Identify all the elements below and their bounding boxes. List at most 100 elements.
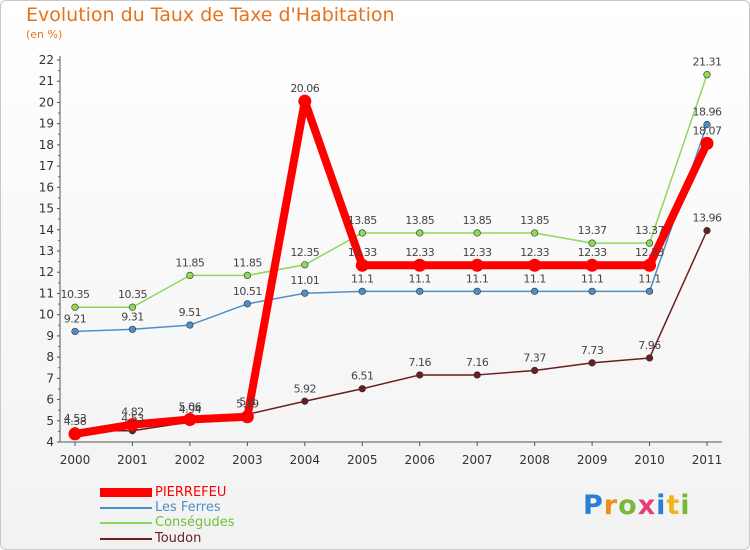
data-label: 6.51 (351, 370, 374, 383)
data-point (128, 303, 137, 311)
x-tick-label: 2009 (577, 453, 608, 467)
x-tick-label: 2004 (290, 453, 321, 467)
data-point (531, 287, 539, 295)
y-tick-label: 20 (39, 95, 54, 109)
y-tick-label: 9 (46, 329, 54, 343)
data-point (473, 229, 481, 237)
logo-letter: o (618, 490, 638, 521)
data-label: 11.1 (351, 272, 374, 285)
data-point (243, 300, 251, 308)
data-point (358, 385, 366, 393)
data-label: 7.37 (523, 351, 546, 364)
x-tick-label: 2007 (462, 453, 493, 467)
data-label: 7.16 (466, 356, 489, 369)
data-label: 18.96 (693, 106, 722, 119)
data-point (528, 258, 542, 272)
data-point (645, 239, 654, 247)
data-point (71, 303, 79, 311)
data-label: 4.38 (64, 415, 87, 428)
data-label: 7.73 (581, 344, 604, 357)
data-point (645, 287, 654, 295)
data-label: 11.01 (290, 274, 319, 287)
x-tick-label: 2008 (519, 453, 550, 467)
y-tick-label: 12 (39, 265, 54, 279)
data-label: 13.85 (348, 214, 377, 227)
data-point (68, 427, 82, 441)
data-point (358, 229, 366, 237)
data-point (470, 258, 484, 272)
data-point (703, 120, 711, 129)
logo-letter: r (603, 490, 619, 521)
series-line-2 (74, 73, 708, 308)
y-tick-label: 5 (46, 414, 54, 428)
chart-axes: 4 5 6 7 8 9 10 11 12 13 14 15 16 17 18 19 20 21 22 2000 2001… (39, 53, 723, 467)
data-point (240, 410, 254, 424)
data-point (183, 413, 197, 427)
data-label: 12.33 (405, 246, 434, 259)
y-tick-label: 4 (46, 435, 54, 449)
data-point (358, 287, 366, 295)
data-point (128, 325, 137, 333)
data-label: 12.33 (348, 246, 377, 259)
y-tick-label: 6 (46, 393, 54, 407)
data-label: 7.96 (638, 339, 661, 352)
y-tick-label: 11 (39, 286, 54, 300)
data-point (301, 397, 309, 405)
y-tick-label: 19 (39, 117, 54, 131)
data-label: 21.31 (693, 56, 722, 69)
data-label: 5.06 (179, 401, 202, 414)
data-label: 10.51 (233, 285, 262, 298)
data-point (588, 239, 596, 247)
data-point (186, 321, 194, 329)
data-label: 12.33 (635, 246, 664, 259)
data-label: 5.3 (239, 395, 255, 408)
legend-label: Conségudes (155, 515, 235, 530)
y-tick-label: 8 (46, 350, 54, 364)
x-tick-label: 2011 (692, 453, 723, 467)
x-tick-label: 2003 (232, 453, 263, 467)
x-tick-label: 2000 (60, 453, 91, 467)
data-label: 11.1 (523, 272, 546, 285)
y-tick-label: 18 (39, 138, 54, 152)
legend-label: PIERREFEU (155, 485, 227, 500)
chart-data-labels: 10.35 10.35 11.85 11.85 12.35 13.85 13.85 13.85… (61, 56, 723, 428)
data-label: 11.1 (408, 272, 431, 285)
data-point (71, 327, 79, 336)
data-label: 13.96 (693, 212, 722, 225)
data-label: 12.33 (520, 246, 549, 259)
chart-unit: (en %) (26, 28, 63, 41)
data-label: 13.37 (635, 224, 664, 237)
data-point (473, 371, 481, 379)
data-label: 9.31 (121, 310, 144, 323)
series-line-3 (74, 229, 708, 432)
data-label: 5.19 (236, 398, 259, 411)
data-point (298, 94, 312, 108)
data-label: 7.16 (408, 356, 431, 369)
x-tick-label: 2002 (175, 453, 206, 467)
data-point (531, 229, 539, 237)
logo-letter: i (656, 490, 667, 521)
y-tick-label: 15 (39, 202, 54, 216)
data-point (413, 258, 427, 272)
data-label: 12.35 (290, 246, 319, 259)
data-label: 13.85 (463, 214, 492, 227)
data-label: 4.82 (121, 406, 144, 419)
data-point (645, 354, 654, 362)
data-label: 11.1 (638, 272, 661, 285)
y-tick-label: 22 (39, 53, 54, 67)
data-point (186, 271, 194, 280)
data-label: 4.94 (179, 403, 202, 416)
data-label: 18.07 (693, 124, 722, 137)
data-label: 4.53 (64, 412, 87, 425)
data-label: 11.85 (233, 256, 262, 269)
series-line-0 (71, 97, 711, 438)
x-tick-label: 2005 (347, 453, 378, 467)
legend-swatch (100, 538, 152, 540)
data-label: 4.53 (121, 412, 144, 425)
legend-label: Les Ferres (155, 500, 221, 515)
data-point (703, 71, 711, 79)
data-label: 11.1 (581, 272, 604, 285)
data-point (355, 258, 369, 272)
y-tick-label: 7 (46, 371, 54, 385)
legend-swatch (100, 488, 152, 497)
